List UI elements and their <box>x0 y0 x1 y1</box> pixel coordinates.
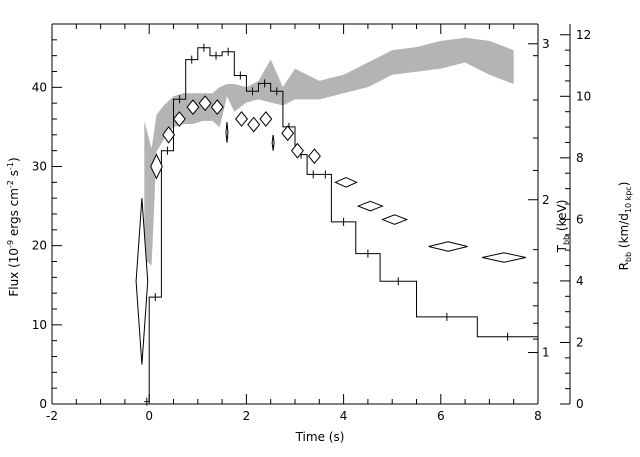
temperature-marker <box>186 99 200 116</box>
y-axis-title-radius: Rbb (km/d10 kpc) <box>617 182 633 271</box>
temperature-marker <box>281 125 295 142</box>
temperature-marker <box>356 200 384 212</box>
x-tick-label: 6 <box>437 409 445 423</box>
temperature-marker <box>162 126 176 144</box>
flux-tick-label: 30 <box>32 160 47 174</box>
temperature-marker <box>198 95 212 112</box>
radius-tick-label: 2 <box>576 335 584 349</box>
x-tick-label: 8 <box>534 409 542 423</box>
temperature-marker-series <box>135 95 526 365</box>
temperature-marker <box>381 214 409 225</box>
temperature-marker <box>135 198 149 365</box>
flux-tick-label: 40 <box>32 80 47 94</box>
temperature-marker <box>150 153 163 180</box>
temperature-marker <box>259 111 273 127</box>
radius-tick-label: 0 <box>576 397 584 411</box>
x-tick-label: -2 <box>46 409 58 423</box>
y-axis-title-left: Flux (10-9 ergs cm-2 s-1) <box>6 157 21 296</box>
radius-band <box>144 37 514 266</box>
temperature-marker <box>172 111 186 127</box>
radius-tick-label: 6 <box>576 212 584 226</box>
temperature-marker <box>290 142 304 159</box>
radius-tick-label: 8 <box>576 151 584 165</box>
x-tick-label: 0 <box>145 409 153 423</box>
temperature-marker <box>482 252 526 263</box>
flux-tick-label: 10 <box>32 318 47 332</box>
x-tick-label: 2 <box>243 409 251 423</box>
y-axis-title-temperature: Tbb (keV) <box>555 200 571 254</box>
x-axis-title: Time (s) <box>295 430 345 444</box>
temperature-tick-label: 1 <box>542 346 550 360</box>
radius-tick-label: 4 <box>576 274 584 288</box>
radius-tick-label: 12 <box>576 28 591 42</box>
flux-tick-label: 20 <box>32 239 47 253</box>
temperature-marker <box>247 116 261 133</box>
temperature-tick-label: 3 <box>542 37 550 51</box>
temperature-marker <box>210 99 224 116</box>
flux-tick-label: 0 <box>39 397 47 411</box>
flux-histogram-line <box>144 47 538 403</box>
radius-band-series <box>144 37 514 266</box>
x-tick-label: 4 <box>340 409 348 423</box>
temperature-marker <box>307 148 321 165</box>
temperature-marker <box>334 177 358 188</box>
temperature-marker <box>271 134 275 151</box>
temperature-marker <box>235 111 249 127</box>
temperature-tick-label: 2 <box>542 193 550 207</box>
radius-tick-label: 10 <box>576 89 591 103</box>
temperature-marker <box>428 241 468 252</box>
temperature-marker <box>225 122 229 143</box>
